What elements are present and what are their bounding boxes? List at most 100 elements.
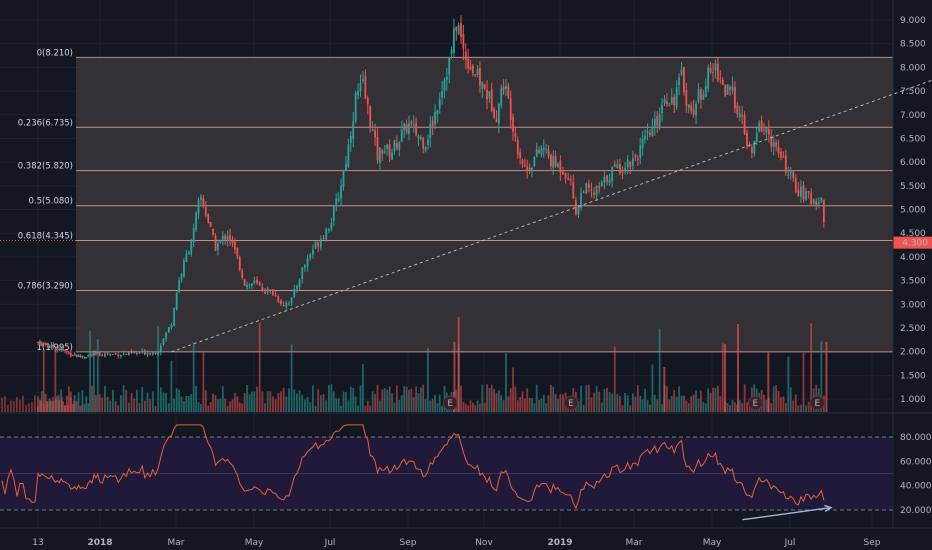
volume-bar [101, 397, 104, 412]
volume-bar [77, 392, 80, 412]
candle-body [450, 49, 453, 55]
volume-bar [83, 404, 86, 412]
candle-body [436, 110, 439, 115]
candle-body [39, 341, 41, 345]
candle-body [212, 228, 214, 235]
candle-body [290, 297, 293, 303]
candle-body [538, 149, 540, 153]
last-price-tag-label: 4.300 [902, 239, 928, 249]
volume-bar [379, 400, 381, 412]
volume-bar [787, 356, 790, 412]
candle-body [666, 101, 668, 105]
earnings-marker[interactable] [442, 395, 458, 411]
volume-bar [704, 403, 707, 412]
volume-bar [393, 402, 396, 412]
volume-bar [479, 403, 481, 412]
earnings-marker[interactable] [563, 395, 579, 411]
candle-body [611, 167, 614, 182]
candle-body [624, 168, 627, 172]
candle-body [125, 354, 128, 356]
volume-bar [146, 392, 149, 412]
candle-body [253, 280, 256, 283]
volume-bar [495, 393, 498, 412]
volume-bar [16, 396, 18, 412]
volume-bar [557, 398, 559, 412]
candle-body [379, 147, 381, 163]
volume-bar [554, 393, 557, 412]
volume-bar [547, 395, 550, 412]
earnings-marker[interactable] [747, 395, 763, 411]
volume-bar [357, 405, 359, 412]
volume-bar [767, 352, 770, 412]
volume-bar [130, 393, 133, 412]
volume-bar [98, 394, 101, 412]
candle-body [185, 254, 188, 262]
earnings-marker[interactable] [809, 395, 825, 411]
volume-bar [743, 384, 746, 412]
candle-body [721, 79, 724, 85]
volume-bar [606, 387, 608, 412]
candle-body [675, 87, 678, 108]
volume-bar [314, 405, 317, 412]
candle-body [238, 256, 241, 271]
candle-body [704, 86, 707, 97]
volume-bar [64, 405, 66, 412]
trendline[interactable] [171, 63, 932, 353]
candle-body [319, 239, 322, 248]
candle-body [692, 109, 695, 115]
volume-bar [457, 317, 460, 412]
volume-bar [183, 401, 185, 412]
candle-body [512, 116, 514, 132]
volume-bar [410, 388, 413, 412]
volume-bar [236, 396, 239, 412]
candle-body [362, 79, 364, 81]
candle-body [400, 129, 403, 142]
candle-body [559, 161, 562, 173]
volume-bar [374, 394, 376, 412]
candle-body [580, 193, 582, 209]
candle-body [178, 280, 181, 292]
volume-bar [312, 385, 314, 412]
volume-bar [775, 385, 778, 412]
divergence-arrow-head [824, 504, 833, 513]
candle-body [507, 86, 510, 98]
volume-bar [49, 400, 51, 412]
candle-body [562, 171, 564, 175]
candle-body [724, 85, 727, 96]
candle-body [376, 136, 379, 161]
candle-body [224, 235, 227, 240]
volume-bar [493, 388, 496, 412]
candle-body [243, 279, 246, 286]
price-axis-tick: 1.500 [900, 371, 926, 381]
volume-bar [512, 367, 514, 412]
price-axis-tick: 2.000 [900, 348, 926, 358]
time-axis-tick: Jul [324, 538, 336, 548]
volume-bar [290, 344, 293, 412]
volume-bar [112, 389, 114, 412]
volume-bar [159, 387, 162, 412]
divergence-arrow[interactable] [742, 506, 832, 521]
price-axis-tick: 4.500 [900, 229, 926, 239]
volume-bar [523, 398, 526, 412]
candle-body [403, 122, 406, 130]
candle-body [497, 104, 500, 124]
time-axis-tick: Nov [475, 538, 493, 548]
volume-bar [789, 387, 792, 412]
volume-bar [285, 396, 288, 412]
fib-level-label: 0(8.210) [37, 48, 73, 58]
volume-bar [616, 394, 619, 412]
candle-body [460, 23, 462, 38]
candle-body [488, 91, 491, 98]
volume-bar [733, 402, 736, 412]
volume-bar [277, 392, 280, 412]
candle-body [217, 243, 219, 250]
volume-bar [4, 396, 6, 412]
candle-body [120, 355, 122, 357]
candle-body [386, 144, 389, 149]
volume-bar [94, 394, 97, 412]
volume-bar [141, 386, 144, 412]
volume-bar [192, 342, 195, 412]
fib-level-label: 0.786(3.290) [18, 282, 73, 292]
